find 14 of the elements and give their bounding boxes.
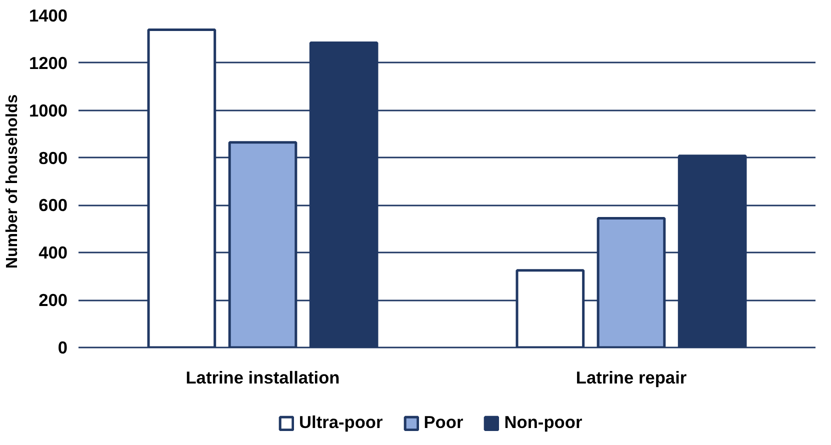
y-tick-label: 400	[38, 242, 68, 263]
x-tick-label: Latrine repair	[576, 368, 687, 388]
x-tick-label: Latrine installation	[186, 368, 340, 388]
legend-label: Ultra-poor	[299, 412, 383, 433]
y-tick-label: 600	[38, 195, 68, 216]
legend-label: Poor	[424, 412, 464, 433]
y-tick-label: 1200	[28, 52, 68, 73]
y-tick-label: 200	[38, 290, 68, 310]
y-tick-label: 800	[38, 148, 68, 168]
y-tick-label: 0	[58, 338, 68, 358]
legend-label: Non-poor	[504, 412, 582, 433]
y-tick-label: 1000	[28, 100, 68, 120]
y-axis-title: Number of households	[4, 94, 21, 269]
y-tick-label: 1400	[28, 6, 68, 26]
